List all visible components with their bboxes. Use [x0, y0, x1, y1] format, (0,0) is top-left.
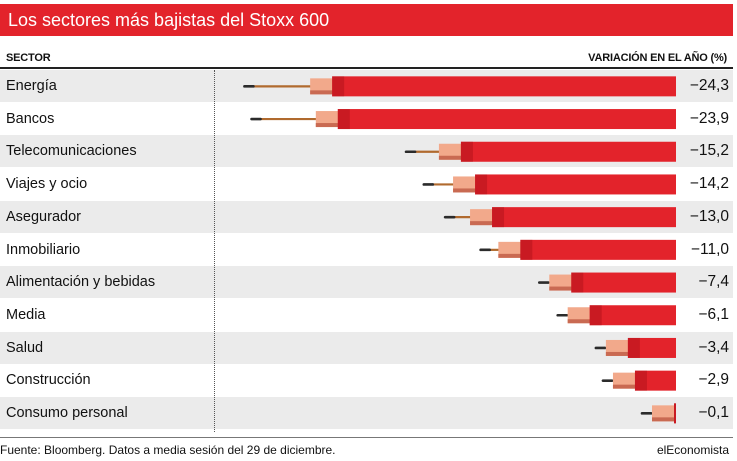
bar — [475, 174, 676, 195]
bar — [589, 305, 676, 326]
category-label: Construcción — [6, 372, 91, 389]
category-label: Inmobiliario — [6, 241, 81, 258]
bar-edge — [520, 239, 533, 260]
source-note: Fuente: Bloomberg. Datos a media sesión … — [0, 443, 336, 457]
bar — [492, 207, 676, 228]
value-label: −15,2 — [689, 142, 729, 160]
value-label: −0,1 — [698, 404, 729, 421]
value-label: −7,4 — [698, 273, 729, 291]
category-label: Consumo personal — [6, 405, 128, 421]
category-label: Salud — [6, 339, 44, 356]
variation-column-header: VARIACIÓN EN EL AÑO (%) — [588, 52, 727, 64]
eraser-shadow — [498, 253, 523, 258]
category-label: Energía — [6, 78, 57, 94]
category-label: Telecomunicaciones — [6, 143, 137, 160]
bar-edge — [627, 337, 640, 358]
eraser-shadow — [612, 384, 637, 389]
bar — [337, 109, 676, 130]
value-label: −24,3 — [689, 77, 729, 94]
brand-name: elEconomista — [656, 443, 729, 457]
title-bar: Los sectores más bajistas del Stoxx 600 — [0, 4, 733, 36]
value-label: −3,4 — [698, 338, 729, 356]
eraser-shadow — [453, 188, 478, 193]
header-rule — [0, 67, 733, 69]
bar-edge — [475, 174, 488, 195]
value-label: −2,9 — [698, 371, 729, 389]
bar — [571, 272, 676, 293]
bar — [520, 239, 676, 260]
category-label: Alimentación y bebidas — [6, 274, 156, 291]
category-label: Viajes y ocio — [6, 176, 88, 193]
category-label: Media — [6, 306, 46, 323]
eraser-shadow — [310, 90, 335, 95]
value-label: −14,2 — [689, 175, 729, 193]
bar-edge — [589, 305, 602, 326]
value-label: −13,0 — [689, 207, 729, 225]
eraser-shadow — [567, 319, 592, 324]
bar — [332, 76, 676, 97]
eraser-shadow — [470, 221, 495, 226]
bar-edge — [337, 109, 350, 130]
eraser-shadow — [438, 155, 463, 160]
table-row — [0, 397, 733, 429]
bar-edge — [460, 141, 473, 162]
eraser-shadow — [652, 417, 676, 422]
bar-edge — [571, 272, 584, 293]
eraser-shadow — [549, 286, 574, 291]
chart-title: Los sectores más bajistas del Stoxx 600 — [8, 10, 330, 30]
value-label: −11,0 — [690, 240, 729, 258]
category-label: Bancos — [6, 110, 55, 127]
eraser-shadow — [315, 123, 340, 128]
sector-column-header: SECTOR — [6, 52, 51, 64]
zero-axis-dotted-line — [214, 70, 215, 432]
value-label: −6,1 — [698, 305, 729, 323]
bar-edge — [634, 370, 647, 391]
eraser-shadow — [605, 351, 630, 356]
value-label: −23,9 — [689, 109, 729, 127]
bar-edge — [332, 76, 345, 97]
footer-rule — [0, 437, 733, 438]
bar — [460, 141, 676, 162]
bar — [627, 337, 676, 358]
bar-edge — [492, 207, 505, 228]
bar-edge — [674, 403, 676, 424]
category-label: Asegurador — [6, 208, 81, 225]
